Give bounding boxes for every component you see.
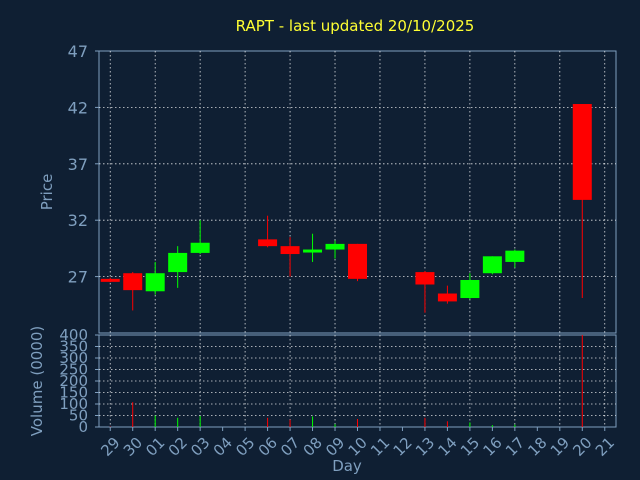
candle-body	[100, 278, 120, 282]
volume-tick-label: 200	[59, 372, 88, 390]
x-axis: 2930010203040506070809101112131415161718…	[97, 427, 618, 460]
candle-body	[303, 249, 323, 253]
price-tick-label: 37	[68, 155, 88, 174]
volume-tick-label: 0	[78, 418, 88, 436]
x-tick-label: 21	[592, 434, 618, 460]
volume-tick-label: 400	[59, 326, 88, 344]
candle-body	[168, 252, 188, 273]
candle-body	[348, 243, 367, 279]
day-axis-label: Day	[332, 457, 362, 475]
volume-tick-label: 300	[59, 349, 88, 367]
candle-body	[190, 242, 210, 253]
candle-body	[280, 246, 300, 255]
chart-title: RAPT - last updated 20/10/2025	[236, 17, 475, 35]
price-tick-label: 27	[68, 268, 88, 287]
candle-body	[258, 239, 278, 247]
volume-tick-label: 150	[59, 384, 88, 402]
volume-tick-label: 250	[59, 361, 88, 379]
candle-body	[572, 104, 592, 200]
price-plot-frame	[98, 50, 617, 334]
candle-body	[460, 279, 480, 299]
candle-body	[415, 272, 435, 285]
price-axis-label: Price	[38, 174, 56, 211]
candle-body	[325, 243, 345, 250]
price-panel: 27 32 37 42 47	[68, 42, 617, 334]
volume-tick-label: 350	[59, 338, 88, 356]
volume-tick-label: 50	[69, 407, 88, 425]
candle-body	[437, 293, 457, 302]
candle-body	[145, 273, 165, 292]
price-tick-label: 42	[68, 98, 88, 117]
candle-body	[482, 256, 502, 274]
volume-axis-label: Volume (0000)	[28, 326, 46, 436]
volume-tick-label: 100	[59, 395, 88, 413]
price-tick-label: 32	[68, 211, 88, 230]
volume-plot-frame	[98, 334, 617, 428]
candle-body	[505, 250, 525, 262]
price-tick-label: 47	[68, 42, 88, 61]
candle-body	[123, 273, 143, 291]
